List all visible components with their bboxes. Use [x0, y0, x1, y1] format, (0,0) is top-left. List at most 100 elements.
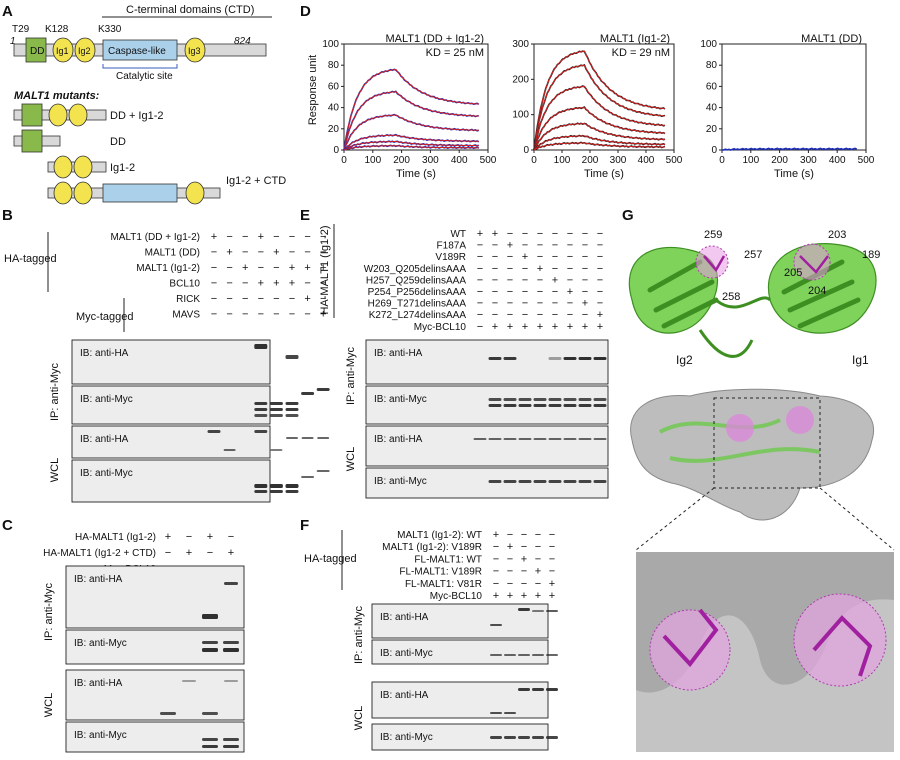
blot-band	[533, 404, 547, 407]
sensorgram-fit-line	[533, 107, 666, 151]
blot-band	[518, 736, 530, 739]
dd-domain	[21, 103, 43, 127]
condition-sign: −	[535, 541, 541, 553]
condition-sign: −	[186, 531, 192, 543]
condition-label: Myc-BCL10	[414, 322, 467, 333]
blot-band	[207, 430, 221, 433]
blot-band	[490, 624, 502, 626]
x-tick-label: 100	[742, 155, 759, 166]
blot-band	[285, 408, 299, 411]
blot-band	[270, 449, 283, 451]
condition-sign: +	[537, 321, 543, 333]
condition-sign: −	[477, 240, 483, 252]
condition-sign: +	[289, 278, 295, 290]
condition-sign: −	[242, 231, 248, 243]
ig3-domain-label: Ig3	[188, 46, 201, 56]
ig3-domain	[185, 181, 205, 205]
dd-domain-label: DD	[30, 46, 44, 57]
condition-sign: −	[242, 293, 248, 305]
x-tick-label: 300	[610, 155, 627, 166]
zoom-line-right	[819, 487, 895, 551]
condition-sign: −	[507, 263, 513, 275]
condition-sign: −	[493, 553, 499, 565]
condition-sign: +	[567, 321, 573, 333]
condition-sign: −	[477, 274, 483, 286]
condition-sign: +	[186, 547, 192, 559]
condition-sign: −	[552, 240, 558, 252]
condition-label: W203_Q205delinsAAA	[364, 264, 467, 275]
blot-band	[578, 480, 592, 483]
sensorgram-fit-line	[533, 122, 665, 151]
ribbon-structure	[628, 243, 877, 358]
kd-label: KD = 25 nM	[426, 47, 484, 59]
blot-band	[503, 404, 517, 407]
mutant-label: DD	[110, 136, 126, 148]
blot-band	[488, 404, 502, 407]
blot-band	[182, 680, 196, 682]
ig1-domain	[52, 37, 74, 63]
condition-sign: +	[549, 590, 555, 602]
condition-label: HA-MALT1 (Ig1-2)	[75, 532, 156, 543]
condition-sign: +	[521, 590, 527, 602]
condition-sign: −	[226, 231, 232, 243]
blot-band	[285, 414, 299, 417]
condition-sign: +	[493, 529, 499, 541]
wcl-label: WCL	[353, 706, 365, 730]
condition-sign: −	[226, 293, 232, 305]
blot-band	[224, 582, 238, 585]
condition-sign: −	[492, 298, 498, 310]
condition-sign: −	[273, 309, 279, 321]
residue-label: 259	[704, 229, 722, 241]
condition-sign: −	[211, 278, 217, 290]
condition-sign: −	[273, 231, 279, 243]
mutant-label: Ig1-2 + CTD	[226, 175, 286, 187]
condition-sign: +	[273, 247, 279, 259]
blot-band	[532, 688, 544, 691]
blot-band	[488, 398, 502, 401]
x-tick-label: 300	[422, 155, 439, 166]
sensorgram-fit-line	[343, 114, 479, 151]
blot-band	[518, 438, 532, 440]
blot-band	[301, 392, 315, 395]
blot-band	[532, 610, 544, 612]
condition-sign: −	[492, 263, 498, 275]
ig2-strands	[647, 259, 719, 329]
blot-band	[254, 414, 268, 417]
ig1-domain-label: Ig1	[56, 46, 69, 56]
condition-sign: −	[492, 251, 498, 263]
x-tick-label: 100	[554, 155, 571, 166]
condition-sign: −	[258, 309, 264, 321]
residue-cluster-ig1	[793, 243, 831, 281]
condition-sign: +	[507, 240, 513, 252]
condition-sign: −	[537, 274, 543, 286]
panel-a-letter: A	[2, 3, 13, 20]
surface-patch-ig1	[786, 406, 814, 434]
condition-sign: −	[522, 274, 528, 286]
blot-label: IB: anti-HA	[74, 574, 123, 585]
blot-band	[533, 398, 547, 401]
condition-sign: +	[320, 262, 326, 274]
blot-band	[202, 745, 218, 748]
zoom-residues-ig2	[649, 609, 731, 691]
condition-sign: −	[549, 529, 555, 541]
condition-sign: +	[507, 590, 513, 602]
condition-sign: −	[552, 286, 558, 298]
y-tick-label: 20	[706, 124, 718, 135]
ip-label: IP: anti-Myc	[353, 605, 365, 664]
x-tick-label: 100	[364, 155, 381, 166]
surface-ribbon	[659, 418, 821, 463]
blot-band	[269, 408, 283, 411]
condition-sign: −	[492, 309, 498, 321]
myc-tagged-label: Myc-tagged	[76, 311, 133, 323]
condition-sign: +	[492, 321, 498, 333]
condition-sign: −	[522, 298, 528, 310]
panel-f-letter: F	[300, 517, 309, 534]
condition-sign: −	[522, 263, 528, 275]
condition-sign: −	[207, 547, 213, 559]
blot-band	[503, 357, 517, 360]
y-tick-label: 20	[328, 124, 340, 135]
x-axis-label: Time (s)	[396, 168, 436, 180]
blot-band	[301, 476, 315, 478]
mutants-title: MALT1 mutants:	[14, 90, 100, 102]
